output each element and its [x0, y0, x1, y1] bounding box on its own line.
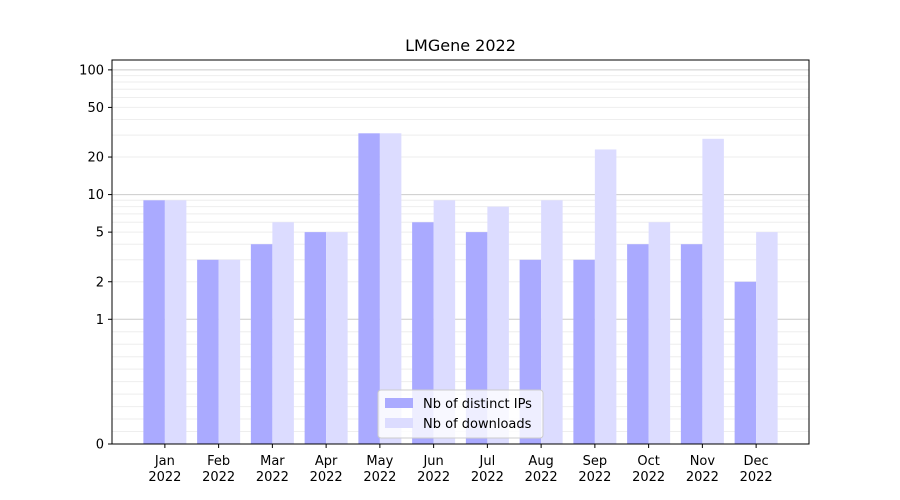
y-tick-label: 50 — [87, 101, 104, 116]
y-tick-label: 10 — [87, 188, 104, 203]
bar-downloads — [702, 138, 724, 444]
bar-distinct-ips — [143, 200, 165, 444]
bar-distinct-ips — [627, 244, 649, 444]
bar-distinct-ips — [680, 244, 703, 444]
x-tick-label: Jul 2022 — [471, 454, 504, 485]
y-tick-label: 0 — [96, 438, 104, 453]
bar-distinct-ips — [197, 259, 219, 444]
legend-swatch — [385, 418, 413, 428]
x-tick-label: May 2022 — [363, 454, 396, 485]
bar-distinct-ips — [573, 259, 595, 444]
x-tick-label: Apr 2022 — [310, 454, 343, 485]
bar-downloads — [218, 259, 241, 444]
chart-title: LMGene 2022 — [405, 36, 516, 55]
y-tick-label: 2 — [96, 275, 104, 290]
plot-frame — [111, 59, 810, 445]
bar-downloads — [756, 232, 778, 444]
x-tick-label: Feb 2022 — [202, 454, 235, 485]
bar-downloads — [648, 222, 671, 444]
bar-downloads — [326, 232, 348, 444]
x-tick-label: Jan 2022 — [148, 454, 181, 485]
bar-downloads — [433, 200, 456, 444]
y-tick-label: 1 — [96, 313, 104, 328]
y-tick-label: 5 — [96, 226, 104, 241]
y-tick-label: 100 — [79, 63, 104, 78]
x-axis: Jan 2022 Feb 2022 Mar 2022 Apr 2022 May 2022 Jun 20… — [148, 444, 773, 485]
bar-downloads — [594, 149, 617, 444]
bar-downloads — [541, 200, 563, 444]
bar-distinct-ips — [734, 281, 757, 444]
legend: Nb of distinct IPs Nb of downloads — [377, 389, 544, 439]
bar-downloads — [379, 133, 402, 444]
legend-label: Nb of distinct IPs — [423, 397, 532, 412]
bar-downloads — [487, 206, 509, 444]
bars — [143, 133, 778, 444]
x-tick-label: Oct 2022 — [632, 454, 665, 485]
x-tick-label: Sep 2022 — [578, 454, 611, 485]
y-tick-label: 20 — [87, 151, 104, 166]
bar-distinct-ips — [358, 133, 380, 444]
legend-label: Nb of downloads — [423, 417, 532, 432]
bar-distinct-ips — [412, 222, 434, 444]
y-axis: 0 1 2 5 10 20 50 100 — [79, 63, 112, 453]
x-tick-label: Aug 2022 — [525, 454, 558, 485]
bar-distinct-ips — [250, 244, 273, 444]
legend-box — [377, 389, 544, 439]
bar-downloads — [272, 222, 294, 444]
x-tick-label: Mar 2022 — [256, 454, 289, 485]
bar-distinct-ips — [304, 232, 327, 444]
x-tick-label: Dec 2022 — [740, 454, 773, 485]
legend-swatch — [385, 398, 413, 408]
x-tick-label: Jun 2022 — [417, 454, 450, 485]
x-tick-label: Nov 2022 — [686, 454, 719, 485]
bar-downloads — [164, 200, 187, 444]
